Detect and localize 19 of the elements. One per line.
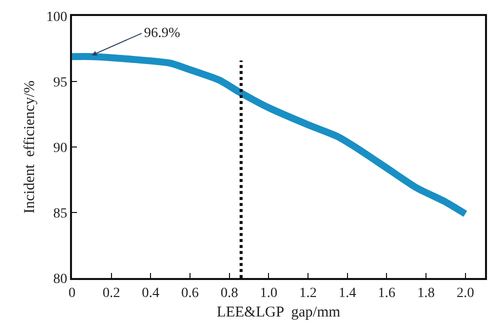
y-tick-label: 100 [46,10,68,25]
x-tick-label: 0.8 [220,286,238,301]
x-tick-label: 1.2 [299,286,317,301]
y-tick-label: 80 [53,272,68,287]
y-tick-label: 95 [53,75,68,90]
x-tick-label: 1.4 [338,286,356,301]
x-tick-label: 1.8 [417,286,435,301]
y-axis-title: Incident efficiency/% [22,80,38,214]
x-tick-label: 0.6 [181,286,199,301]
x-tick-label: 0.2 [102,286,120,301]
annotation: 96.9% [144,26,180,41]
x-tick-label: 0.4 [142,286,160,301]
x-tick-label: 1.6 [378,286,396,301]
x-tick-label: 1.0 [260,286,278,301]
x-tick-label: 2.0 [456,286,474,301]
y-tick-label: 85 [53,206,68,222]
x-axis-title: LEE&LGP gap/mm [216,304,341,320]
x-tick-label: 0 [68,286,76,301]
y-tick-label: 90 [53,140,68,156]
